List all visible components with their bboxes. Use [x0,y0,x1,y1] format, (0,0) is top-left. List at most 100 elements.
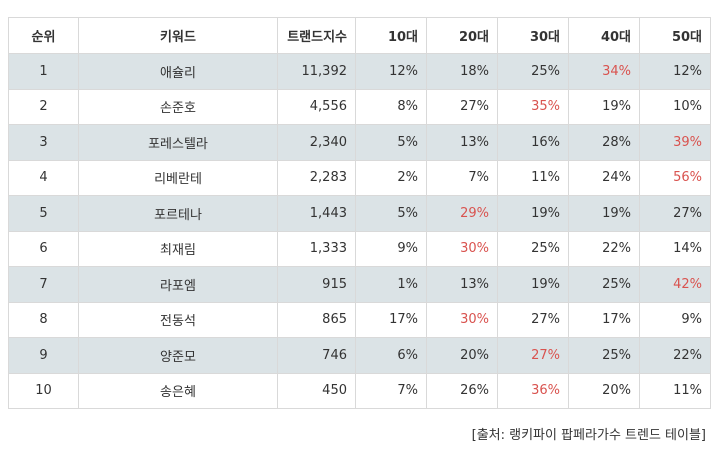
cell-keyword: 양준모 [78,337,278,374]
cell-rank: 5 [8,195,79,232]
cell-rank: 4 [8,159,79,196]
table-row: 9 양준모 746 6% 20% 27% 25% 22% [8,337,711,374]
cell-trend-index: 2,340 [277,124,356,161]
cell-keyword: 포르테나 [78,195,278,232]
cell-age-30s: 16% [497,124,569,161]
cell-age-50s: 14% [639,230,711,267]
table-row: 2 손준호 4,556 8% 27% 35% 19% 10% [8,88,711,125]
header-rank: 순위 [8,17,79,54]
header-trend-index: 트랜드지수 [277,17,356,54]
cell-age-50s: 11% [639,372,711,409]
cell-age-10s: 5% [355,195,427,232]
table-row: 10 송은혜 450 7% 26% 36% 20% 11% [8,372,711,409]
cell-trend-index: 4,556 [277,88,356,125]
cell-keyword: 라포엠 [78,266,278,303]
cell-rank: 8 [8,301,79,338]
cell-age-50s: 9% [639,301,711,338]
cell-age-20s: 30% [426,230,498,267]
cell-keyword: 애슐리 [78,53,278,90]
table-row: 3 포레스텔라 2,340 5% 13% 16% 28% 39% [8,124,711,161]
cell-age-20s: 29% [426,195,498,232]
cell-age-40s: 34% [568,53,640,90]
cell-keyword: 최재림 [78,230,278,267]
cell-age-50s: 27% [639,195,711,232]
cell-trend-index: 11,392 [277,53,356,90]
cell-rank: 3 [8,124,79,161]
cell-age-20s: 27% [426,88,498,125]
table-row: 1 애슐리 11,392 12% 18% 25% 34% 12% [8,53,711,90]
cell-age-40s: 17% [568,301,640,338]
cell-keyword: 송은혜 [78,372,278,409]
cell-age-20s: 7% [426,159,498,196]
cell-trend-index: 865 [277,301,356,338]
cell-keyword: 손준호 [78,88,278,125]
cell-age-30s: 11% [497,159,569,196]
cell-age-10s: 8% [355,88,427,125]
cell-trend-index: 915 [277,266,356,303]
cell-age-20s: 18% [426,53,498,90]
trend-table: 순위 키워드 트랜드지수 10대 20대 30대 40대 50대 1 애슐리 11,… [8,17,711,409]
cell-age-20s: 20% [426,337,498,374]
cell-age-40s: 24% [568,159,640,196]
cell-rank: 10 [8,372,79,409]
header-age-30s: 30대 [497,17,569,54]
cell-age-40s: 25% [568,337,640,374]
cell-trend-index: 450 [277,372,356,409]
cell-age-30s: 25% [497,53,569,90]
cell-age-40s: 25% [568,266,640,303]
cell-age-40s: 19% [568,88,640,125]
cell-keyword: 포레스텔라 [78,124,278,161]
table-row: 4 리베란테 2,283 2% 7% 11% 24% 56% [8,159,711,196]
header-age-40s: 40대 [568,17,640,54]
cell-rank: 9 [8,337,79,374]
cell-age-50s: 56% [639,159,711,196]
cell-age-10s: 1% [355,266,427,303]
cell-trend-index: 1,333 [277,230,356,267]
cell-age-10s: 17% [355,301,427,338]
cell-keyword: 리베란테 [78,159,278,196]
cell-age-50s: 42% [639,266,711,303]
table-body: 1 애슐리 11,392 12% 18% 25% 34% 12% 2 손준호 4,556 8% 27% 3… [8,53,711,409]
cell-age-20s: 13% [426,266,498,303]
cell-age-50s: 39% [639,124,711,161]
cell-rank: 6 [8,230,79,267]
cell-age-40s: 22% [568,230,640,267]
cell-age-50s: 22% [639,337,711,374]
cell-age-10s: 2% [355,159,427,196]
table-row: 8 전동석 865 17% 30% 27% 17% 9% [8,301,711,338]
cell-age-10s: 9% [355,230,427,267]
source-caption: [출처: 랭키파이 팝페라가수 트렌드 테이블] [471,428,706,443]
header-age-20s: 20대 [426,17,498,54]
cell-age-10s: 5% [355,124,427,161]
cell-age-10s: 7% [355,372,427,409]
cell-age-10s: 12% [355,53,427,90]
cell-age-40s: 28% [568,124,640,161]
cell-age-50s: 10% [639,88,711,125]
cell-age-10s: 6% [355,337,427,374]
cell-age-40s: 19% [568,195,640,232]
cell-age-50s: 12% [639,53,711,90]
table-row: 5 포르테나 1,443 5% 29% 19% 19% 27% [8,195,711,232]
cell-age-30s: 25% [497,230,569,267]
header-keyword: 키워드 [78,17,278,54]
cell-age-30s: 19% [497,266,569,303]
cell-rank: 2 [8,88,79,125]
cell-age-30s: 36% [497,372,569,409]
cell-age-20s: 30% [426,301,498,338]
cell-age-40s: 20% [568,372,640,409]
header-row: 순위 키워드 트랜드지수 10대 20대 30대 40대 50대 [8,17,711,54]
table-row: 6 최재림 1,333 9% 30% 25% 22% 14% [8,230,711,267]
cell-age-30s: 19% [497,195,569,232]
cell-trend-index: 746 [277,337,356,374]
cell-trend-index: 1,443 [277,195,356,232]
cell-rank: 1 [8,53,79,90]
cell-trend-index: 2,283 [277,159,356,196]
table-row: 7 라포엠 915 1% 13% 19% 25% 42% [8,266,711,303]
cell-age-30s: 27% [497,301,569,338]
cell-age-20s: 13% [426,124,498,161]
cell-age-30s: 35% [497,88,569,125]
cell-age-30s: 27% [497,337,569,374]
table-header: 순위 키워드 트랜드지수 10대 20대 30대 40대 50대 [8,17,711,54]
cell-keyword: 전동석 [78,301,278,338]
